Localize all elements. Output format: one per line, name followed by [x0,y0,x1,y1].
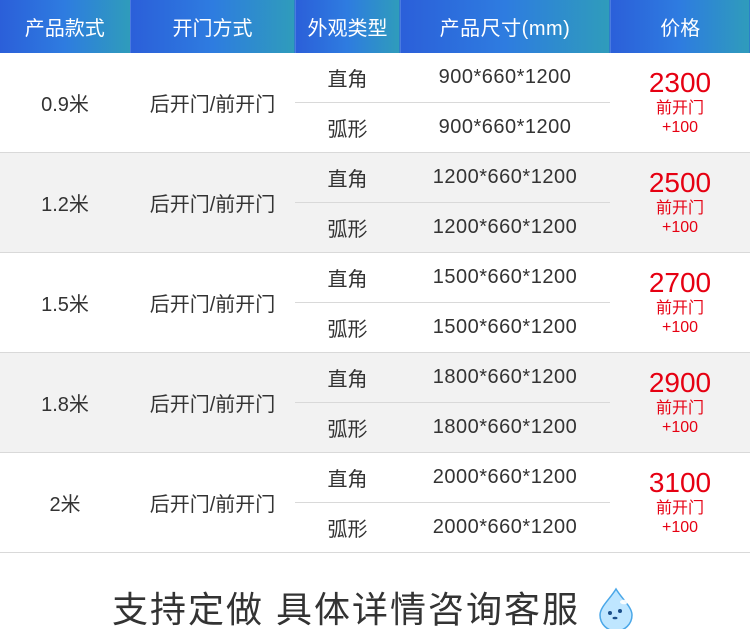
price-sub2: +100 [614,118,746,137]
price-sub2: +100 [614,218,746,237]
price-sub2: +100 [614,418,746,437]
cell-dim-arc: 1800*660*1200 [400,403,610,453]
cell-dim-right: 900*660*1200 [400,53,610,103]
cell-open: 后开门/前开门 [130,453,295,553]
cell-open: 后开门/前开门 [130,53,295,153]
cell-dim-right: 1500*660*1200 [400,253,610,303]
cell-price: 3100前开门+100 [610,453,750,553]
cell-type-arc: 弧形 [295,503,400,553]
table-row: 1.5米后开门/前开门直角1500*660*12002700前开门+100 [0,253,750,303]
price-sub2: +100 [614,318,746,337]
cell-style: 1.5米 [0,253,130,353]
header-dim: 产品尺寸(mm) [400,0,610,53]
droplet-face-icon [594,585,638,629]
header-open: 开门方式 [130,0,295,53]
cell-price: 2500前开门+100 [610,153,750,253]
cell-type-right: 直角 [295,253,400,303]
header-type: 外观类型 [295,0,400,53]
cell-style: 1.2米 [0,153,130,253]
cell-type-right: 直角 [295,153,400,203]
cell-open: 后开门/前开门 [130,253,295,353]
cell-dim-right: 2000*660*1200 [400,453,610,503]
cell-open: 后开门/前开门 [130,153,295,253]
price-sub1: 前开门 [614,99,746,118]
cell-style: 1.8米 [0,353,130,453]
table-row: 1.8米后开门/前开门直角1800*660*12002900前开门+100 [0,353,750,403]
price-sub1: 前开门 [614,499,746,518]
cell-dim-right: 1800*660*1200 [400,353,610,403]
price-sub1: 前开门 [614,299,746,318]
cell-type-arc: 弧形 [295,303,400,353]
cell-price: 2900前开门+100 [610,353,750,453]
price-sub2: +100 [614,518,746,537]
cell-dim-arc: 2000*660*1200 [400,503,610,553]
cell-price: 2300前开门+100 [610,53,750,153]
product-price-table: 产品款式 开门方式 外观类型 产品尺寸(mm) 价格 0.9米后开门/前开门直角… [0,0,750,553]
price-sub1: 前开门 [614,199,746,218]
cell-dim-right: 1200*660*1200 [400,153,610,203]
cell-dim-arc: 1500*660*1200 [400,303,610,353]
table-header-row: 产品款式 开门方式 外观类型 产品尺寸(mm) 价格 [0,0,750,53]
header-style: 产品款式 [0,0,130,53]
cell-open: 后开门/前开门 [130,353,295,453]
cell-type-arc: 弧形 [295,403,400,453]
price-main: 2900 [614,368,746,399]
table-row: 0.9米后开门/前开门直角900*660*12002300前开门+100 [0,53,750,103]
cell-type-right: 直角 [295,453,400,503]
cell-dim-arc: 900*660*1200 [400,103,610,153]
cell-dim-arc: 1200*660*1200 [400,203,610,253]
cell-type-arc: 弧形 [295,203,400,253]
price-main: 2700 [614,268,746,299]
footer-note: 支持定做 具体详情咨询客服 [0,553,750,633]
cell-type-right: 直角 [295,353,400,403]
header-price: 价格 [610,0,750,53]
cell-style: 2米 [0,453,130,553]
cell-type-arc: 弧形 [295,103,400,153]
table-row: 1.2米后开门/前开门直角1200*660*12002500前开门+100 [0,153,750,203]
price-main: 2300 [614,68,746,99]
cell-price: 2700前开门+100 [610,253,750,353]
cell-type-right: 直角 [295,53,400,103]
cell-style: 0.9米 [0,53,130,153]
price-main: 2500 [614,168,746,199]
footer-text: 支持定做 具体详情咨询客服 [112,581,580,633]
price-sub1: 前开门 [614,399,746,418]
table-row: 2米后开门/前开门直角2000*660*12003100前开门+100 [0,453,750,503]
price-main: 3100 [614,468,746,499]
